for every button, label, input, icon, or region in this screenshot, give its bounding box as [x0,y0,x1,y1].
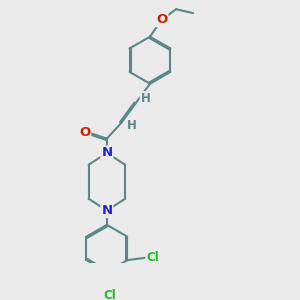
Text: O: O [156,13,167,26]
Text: N: N [101,146,112,160]
Text: H: H [127,119,137,132]
Text: O: O [79,126,90,139]
Text: Cl: Cl [146,251,159,264]
Text: N: N [101,204,112,217]
Text: Cl: Cl [103,290,116,300]
Text: H: H [141,92,151,105]
